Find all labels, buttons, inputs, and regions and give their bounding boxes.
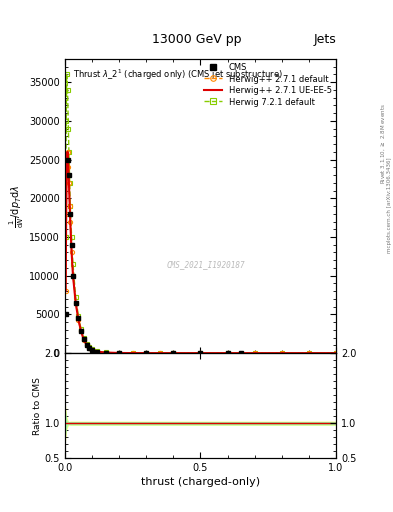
Text: Jets: Jets: [313, 33, 336, 46]
CMS: [87, 345, 92, 351]
CMS: [84, 342, 89, 348]
CMS: [95, 349, 100, 355]
CMS: [76, 315, 81, 322]
CMS: [239, 350, 243, 356]
CMS: [144, 350, 149, 356]
Y-axis label: Ratio to CMS: Ratio to CMS: [33, 377, 42, 435]
CMS: [103, 350, 108, 356]
CMS: [198, 350, 203, 356]
Line: CMS: CMS: [64, 157, 244, 355]
Text: mcplots.cern.ch [arXiv:1306.3436]: mcplots.cern.ch [arXiv:1306.3436]: [387, 157, 391, 252]
CMS: [64, 311, 68, 317]
CMS: [66, 172, 71, 178]
CMS: [68, 210, 73, 217]
CMS: [71, 272, 75, 279]
X-axis label: thrust (charged-only): thrust (charged-only): [141, 477, 260, 487]
CMS: [117, 350, 121, 356]
Text: Rivet 3.1.10, $\geq$ 2.8M events: Rivet 3.1.10, $\geq$ 2.8M events: [379, 103, 387, 184]
CMS: [79, 328, 83, 334]
CMS: [81, 336, 86, 343]
Text: Thrust $\lambda\_2^1$ (charged only) (CMS jet substructure): Thrust $\lambda\_2^1$ (charged only) (CM…: [73, 68, 283, 82]
Y-axis label: $\frac{1}{\mathrm{d}N} / \mathrm{d}p_T \mathrm{d}\lambda$: $\frac{1}{\mathrm{d}N} / \mathrm{d}p_T \…: [8, 184, 26, 228]
Text: 13000 GeV pp: 13000 GeV pp: [152, 33, 241, 46]
Legend: CMS, Herwig++ 2.7.1 default, Herwig++ 2.7.1 UE-EE-5, Herwig 7.2.1 default: CMS, Herwig++ 2.7.1 default, Herwig++ 2.…: [204, 63, 332, 106]
CMS: [225, 350, 230, 356]
CMS: [90, 347, 94, 353]
CMS: [171, 350, 176, 356]
CMS: [65, 157, 70, 163]
Text: CMS_2021_I1920187: CMS_2021_I1920187: [167, 261, 245, 269]
CMS: [73, 300, 78, 306]
CMS: [69, 242, 74, 248]
